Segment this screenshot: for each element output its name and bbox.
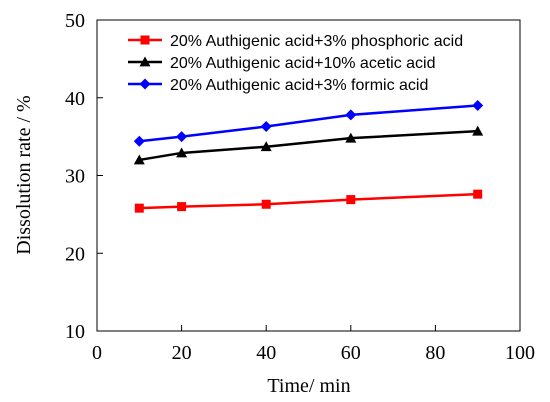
legend-item: 20% Authigenic acid+10% acetic acid [128, 55, 436, 72]
x-axis: 0 20 40 60 80 100 [92, 325, 535, 364]
legend-marker [140, 35, 150, 45]
y-axis-title: Dissolution rate / % [13, 95, 35, 254]
x-tick-label: 20 [172, 342, 192, 364]
legend-marker [139, 56, 151, 67]
series-1 [134, 189, 483, 213]
legend-label: 20% Authigenic acid+3% phosphoric acid [170, 33, 463, 50]
data-point [472, 125, 484, 136]
data-point [473, 189, 483, 199]
data-point [260, 121, 272, 133]
data-point [134, 203, 144, 213]
legend-label: 20% Authigenic acid+3% formic acid [170, 77, 428, 94]
y-axis: 10 20 30 40 50 [65, 10, 103, 343]
series-2 [133, 125, 484, 165]
y-tick-label: 40 [65, 88, 85, 110]
x-tick-label: 60 [341, 342, 361, 364]
data-point [345, 109, 357, 121]
series-line [139, 192, 478, 210]
series-layer [133, 100, 484, 213]
legend-marker [139, 78, 151, 90]
data-point [346, 195, 356, 205]
series-3 [133, 100, 484, 147]
data-point [177, 202, 187, 212]
data-point [176, 147, 188, 158]
series-line [139, 104, 478, 143]
data-point [472, 100, 484, 112]
x-tick-label: 100 [505, 342, 535, 364]
data-point [133, 135, 145, 147]
x-tick-label: 40 [256, 342, 276, 364]
x-tick-label: 80 [425, 342, 445, 364]
legend-item: 20% Authigenic acid+3% formic acid [128, 77, 428, 94]
y-tick-label: 50 [65, 10, 85, 32]
legend: 20% Authigenic acid+3% phosphoric acid 20… [128, 33, 463, 94]
data-point [176, 131, 188, 143]
y-tick-label: 20 [65, 243, 85, 265]
legend-label: 20% Authigenic acid+10% acetic acid [170, 55, 436, 72]
x-axis-title: Time/ min [267, 375, 350, 397]
data-point [260, 141, 272, 152]
data-point [261, 199, 271, 209]
x-tick-label: 0 [92, 342, 102, 364]
data-point [345, 132, 357, 143]
data-point [133, 154, 145, 165]
legend-item: 20% Authigenic acid+3% phosphoric acid [128, 33, 463, 50]
y-tick-label: 30 [65, 166, 85, 188]
y-tick-label: 10 [65, 321, 85, 343]
